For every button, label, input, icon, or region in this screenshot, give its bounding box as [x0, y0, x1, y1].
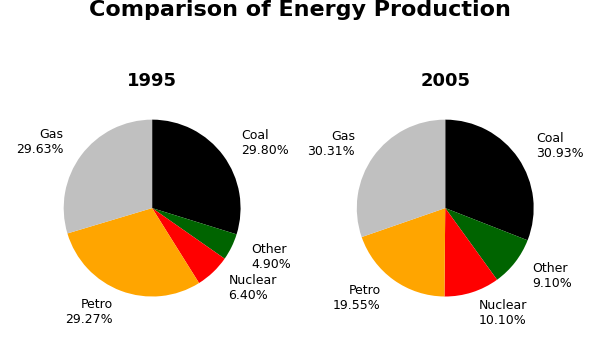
Text: Petro
29.27%: Petro 29.27% — [65, 298, 113, 326]
Text: Petro
19.55%: Petro 19.55% — [333, 284, 381, 312]
Title: 2005: 2005 — [420, 73, 470, 90]
Text: Coal
30.93%: Coal 30.93% — [536, 132, 584, 160]
Wedge shape — [357, 120, 445, 237]
Wedge shape — [445, 120, 533, 240]
Wedge shape — [152, 208, 236, 259]
Text: Coal
29.80%: Coal 29.80% — [241, 129, 289, 156]
Wedge shape — [152, 208, 224, 283]
Wedge shape — [67, 208, 199, 297]
Text: Comparison of Energy Production: Comparison of Energy Production — [89, 0, 511, 20]
Wedge shape — [445, 208, 497, 297]
Wedge shape — [445, 208, 527, 280]
Text: Gas
29.63%: Gas 29.63% — [16, 128, 64, 156]
Text: Nuclear
10.10%: Nuclear 10.10% — [479, 299, 527, 327]
Text: Gas
30.31%: Gas 30.31% — [308, 130, 355, 158]
Title: 1995: 1995 — [127, 73, 177, 90]
Text: Other
4.90%: Other 4.90% — [251, 243, 291, 271]
Wedge shape — [362, 208, 445, 297]
Text: Nuclear
6.40%: Nuclear 6.40% — [229, 274, 277, 302]
Wedge shape — [152, 120, 241, 234]
Wedge shape — [64, 120, 152, 233]
Text: Other
9.10%: Other 9.10% — [533, 262, 572, 290]
